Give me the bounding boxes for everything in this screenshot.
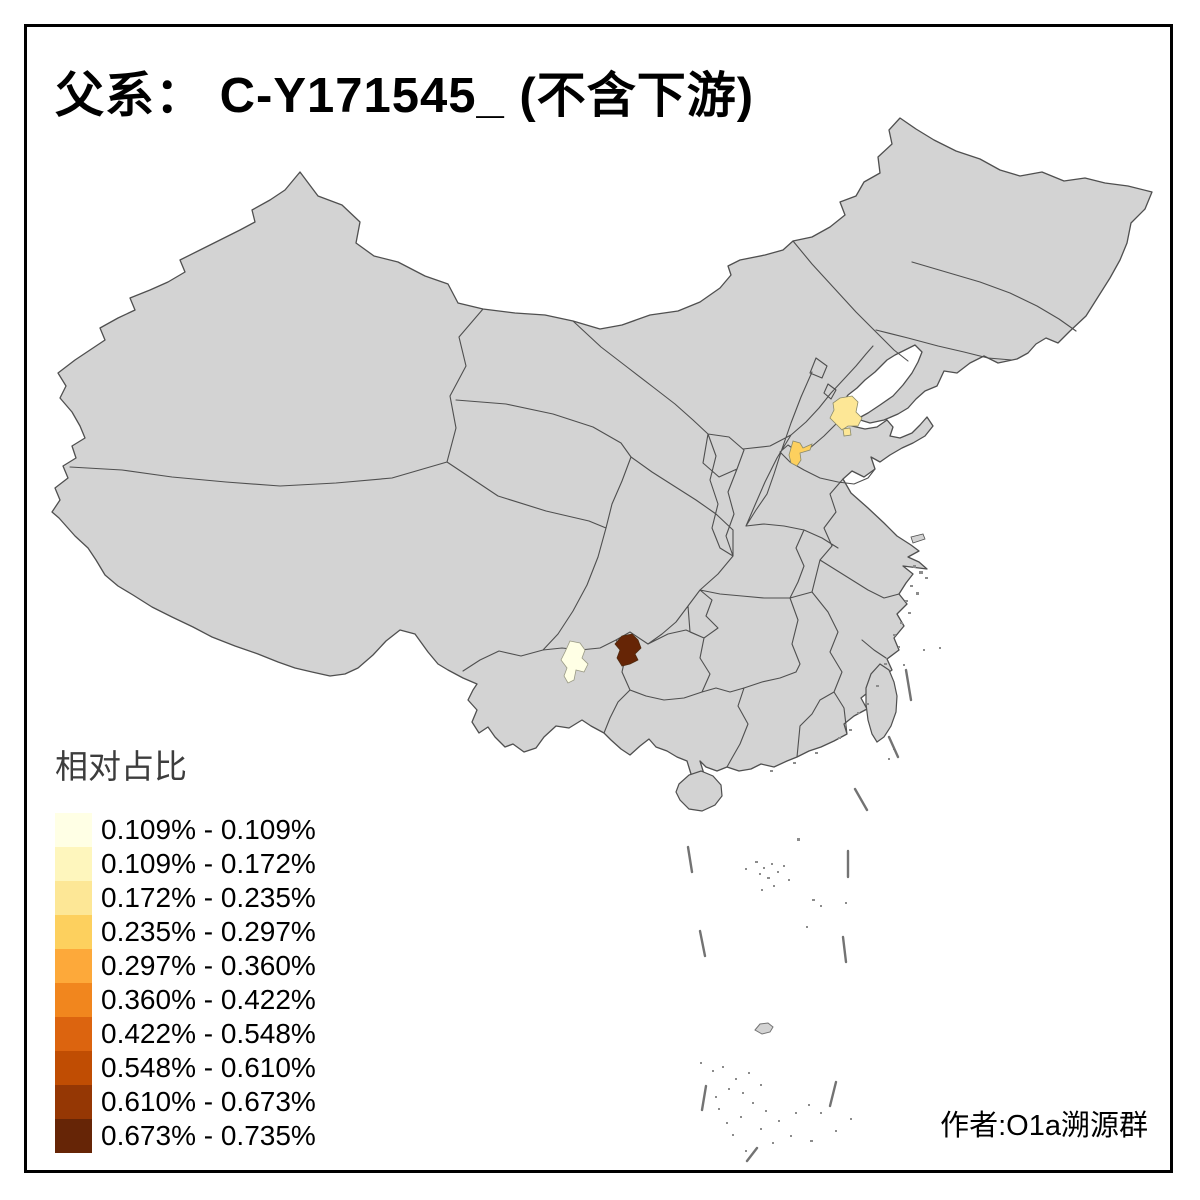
legend-item-label: 0.673% - 0.735% [101,1120,316,1151]
legend-swatch [55,983,92,1017]
author-credit: 作者:O1a溯源群 [940,1110,1148,1142]
legend-item: 0.109% - 0.172% [55,847,316,881]
legend-item: 0.109% - 0.109% [55,813,316,847]
legend-swatch [55,847,92,881]
legend-item: 0.422% - 0.548% [55,1017,316,1051]
legend-item-label: 0.548% - 0.610% [101,1052,316,1083]
hainan-island [675,770,723,812]
legend-item: 0.548% - 0.610% [55,1051,316,1085]
region-guizhou-west [614,633,642,667]
legend-item: 0.360% - 0.422% [55,983,316,1017]
legend-item-label: 0.297% - 0.360% [101,950,316,981]
legend-swatch [55,1051,92,1085]
legend-swatch [55,813,92,847]
legend-swatch [55,949,92,983]
south-sea-large-islet [754,1022,774,1035]
legend-swatch [55,881,92,915]
legend-item-label: 0.610% - 0.673% [101,1086,316,1117]
legend-item: 0.235% - 0.297% [55,915,316,949]
legend-swatch [55,1017,92,1051]
legend-swatch [55,1085,92,1119]
map-title: 父系： C-Y171545_ (不含下游) [55,69,755,123]
legend-rows: 0.109% - 0.109% 0.109% - 0.172% 0.172% -… [55,813,316,1153]
legend-title: 相对占比 [55,748,187,785]
legend-item: 0.673% - 0.735% [55,1119,316,1153]
chongming-island [910,533,926,544]
legend-item-label: 0.235% - 0.297% [101,916,316,947]
legend-item: 0.172% - 0.235% [55,881,316,915]
legend-item-label: 0.109% - 0.109% [101,814,316,845]
nine-dash-line [686,668,913,1163]
region-shandong-west [788,440,813,467]
legend-item-label: 0.360% - 0.422% [101,984,316,1015]
mainland-outline [51,117,1153,788]
region-shandong-north [829,395,863,437]
taiwan-island [865,663,898,743]
legend-swatch [55,1119,92,1153]
legend: 相对占比 0.109% - 0.109% 0.109% - 0.172% 0.1… [55,740,316,1153]
region-yunnan-central [560,640,589,684]
legend-item: 0.610% - 0.673% [55,1085,316,1119]
legend-swatch [55,915,92,949]
legend-item-label: 0.109% - 0.172% [101,848,316,879]
legend-item: 0.297% - 0.360% [55,949,316,983]
legend-item-label: 0.172% - 0.235% [101,882,316,913]
legend-item-label: 0.422% - 0.548% [101,1018,316,1049]
province-borders [69,240,1077,768]
